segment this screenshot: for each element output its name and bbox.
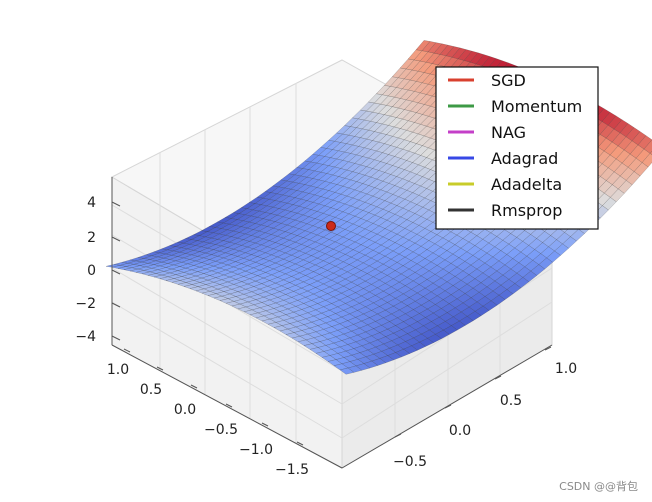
y-tick-mark [444,404,452,409]
z-tick-mark [111,335,121,341]
legend-label-adagrad: Adagrad [491,149,558,168]
y-tick-label: 1.0 [555,361,577,377]
x-tick-mark [296,441,304,446]
z-tick-mark [111,302,121,308]
legend-label-nag: NAG [491,123,526,142]
x-tick-mark [225,403,233,408]
z-tick-label: −2 [75,296,96,312]
z-tick-mark [111,201,121,207]
z-tick-label: −4 [75,329,96,345]
y-tick-label: 0.5 [500,393,522,409]
y-tick-mark [544,346,552,351]
y-tick-label: 0.0 [449,423,471,439]
x-axis-ticks: 1.0 0.5 0.0 −0.5 −1.0 −1.5 [107,362,309,478]
x-tick-label: −0.5 [204,422,238,438]
z-tick-label: 4 [87,195,96,211]
legend-box [435,66,599,230]
x-tick-mark [190,384,198,389]
z-tick-label: 0 [87,263,96,279]
x-tick-mark [156,366,164,371]
x-tick-mark [261,422,269,427]
axis-edges [111,177,553,469]
y-tick-mark [394,433,402,438]
surface-patch [339,367,355,375]
legend-label-adadelta: Adadelta [491,175,562,194]
z-axis-ticks: 4 2 0 −2 −4 [75,195,96,345]
x-tick-label: −1.5 [275,462,309,478]
x-tick-label: −1.0 [239,442,273,458]
y-axis-ticks: 1.0 0.5 0.0 −0.5 [393,361,577,470]
y-tick-label: −0.5 [393,454,427,470]
x-tick-label: 1.0 [107,362,129,378]
x-axis-line [111,344,343,469]
legend-label-momentum: Momentum [491,97,582,116]
legend-label-sgd: SGD [491,71,526,90]
watermark: CSDN @@背包 [559,480,638,493]
z-tick-mark [111,269,121,275]
x-tick-label: 0.0 [174,402,196,418]
legend-label-rmsprop: Rmsprop [491,201,562,220]
x-tick-label: 0.5 [140,382,162,398]
legend: SGD Momentum NAG Adagrad Adadelta Rmsprop [435,66,599,230]
z-tick-label: 2 [87,230,96,246]
optimizer-start-point [326,221,336,231]
x-tick-mark [123,348,131,353]
z-tick-mark [111,236,121,242]
y-tick-mark [494,375,502,380]
